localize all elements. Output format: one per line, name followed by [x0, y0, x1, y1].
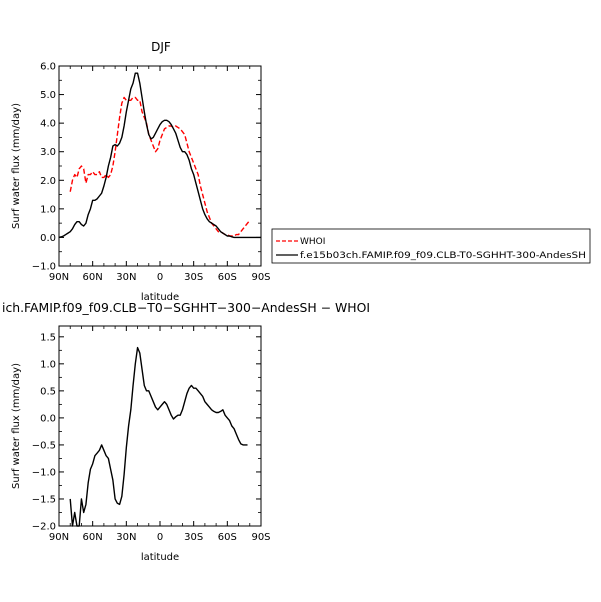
y-tick-label: −0.5	[32, 440, 56, 451]
y-tick-label: 0.5	[40, 386, 56, 397]
x-tick-label: 60N	[83, 532, 103, 543]
x-tick-label: 30N	[116, 532, 136, 543]
bottom-chart-title: ich.FAMIP.f09_f09.CLB−T0−SGHHT−300−Andes…	[2, 301, 370, 315]
x-tick-label: 90N	[49, 272, 69, 283]
bottom-y-axis-label: Surf water flux (mm/day)	[11, 363, 22, 489]
x-tick-label: 60N	[83, 272, 103, 283]
y-tick-label: 0.0	[40, 413, 56, 424]
x-tick-label: 60S	[218, 532, 237, 543]
bottom-x-axis-label: latitude	[141, 552, 179, 563]
x-tick-label: 0	[157, 532, 163, 543]
x-tick-label: 90N	[49, 532, 69, 543]
y-tick-label: 1.5	[40, 332, 56, 343]
y-tick-label: −2.0	[32, 522, 56, 533]
y-tick-label: 6.0	[40, 62, 56, 73]
x-tick-label: 30S	[184, 532, 203, 543]
x-tick-label: 30N	[116, 272, 136, 283]
legend-label-model: f.e15b03ch.FAMIP.f09_f09.CLB-T0-SGHHT-30…	[300, 251, 586, 261]
y-tick-label: 5.0	[40, 90, 56, 101]
top-chart-title: DJF	[151, 40, 171, 54]
y-tick-label: −1.0	[32, 467, 56, 478]
top-plot-frame	[58, 65, 262, 267]
x-tick-label: 0	[157, 272, 163, 283]
top-x-axis-label: latitude	[141, 292, 179, 303]
series-line-0	[69, 96, 251, 237]
series-line-0	[69, 346, 248, 527]
y-tick-label: −1.5	[32, 494, 56, 505]
x-tick-label: 90S	[251, 272, 270, 283]
y-tick-label: 0.0	[40, 233, 56, 244]
x-tick-label: 30S	[184, 272, 203, 283]
legend-box	[271, 228, 591, 264]
top-panel: DJF 90N 60N 30N 0 30S 60S 90S −1.0 0.0 1.0 2.0 3.0 4…	[11, 40, 271, 303]
x-tick-label: 90S	[251, 532, 270, 543]
legend-label-whoi: WHOI	[300, 237, 325, 247]
x-tick-label: 60S	[218, 272, 237, 283]
legend: WHOI f.e15b03ch.FAMIP.f09_f09.CLB-T0-SGH…	[271, 228, 591, 264]
bottom-plot-frame	[58, 325, 262, 527]
y-tick-label: 4.0	[40, 119, 56, 130]
top-y-axis-label: Surf water flux (mm/day)	[11, 103, 22, 229]
y-tick-label: 1.0	[40, 204, 56, 215]
y-tick-label: 3.0	[40, 147, 56, 158]
y-tick-label: 2.0	[40, 176, 56, 187]
bottom-panel: ich.FAMIP.f09_f09.CLB−T0−SGHHT−300−Andes…	[2, 301, 370, 563]
y-tick-label: 1.0	[40, 359, 56, 370]
series-line-1	[58, 72, 261, 239]
y-tick-label: −1.0	[32, 262, 56, 273]
